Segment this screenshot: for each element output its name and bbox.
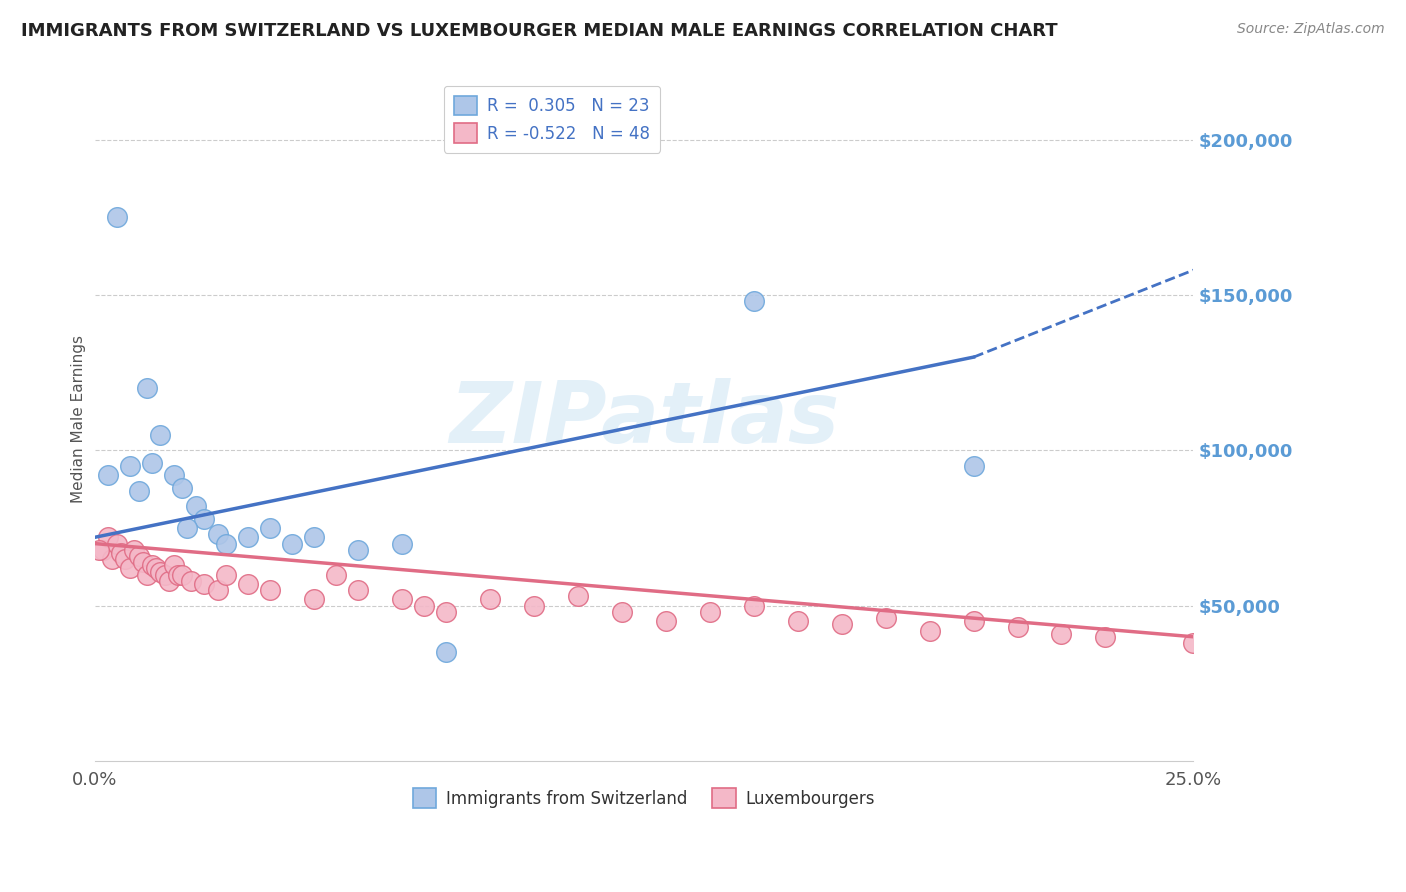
Point — [149, 427, 172, 442]
Text: IMMIGRANTS FROM SWITZERLAND VS LUXEMBOURGER MEDIAN MALE EARNINGS CORRELATION CHA: IMMIGRANTS FROM SWITZERLAND VS LUXEMBOUR… — [21, 22, 1057, 40]
Point — [962, 614, 984, 628]
Point — [122, 542, 145, 557]
Point — [157, 574, 180, 588]
Point — [304, 592, 326, 607]
Point — [114, 552, 136, 566]
Point — [184, 500, 207, 514]
Point — [105, 536, 128, 550]
Point — [145, 561, 167, 575]
Text: Source: ZipAtlas.com: Source: ZipAtlas.com — [1237, 22, 1385, 37]
Point — [118, 458, 141, 473]
Point — [136, 381, 159, 395]
Point — [259, 583, 281, 598]
Point — [1182, 636, 1205, 650]
Point — [215, 567, 238, 582]
Point — [207, 583, 229, 598]
Point — [742, 599, 765, 613]
Point — [136, 567, 159, 582]
Point — [167, 567, 190, 582]
Point — [259, 521, 281, 535]
Point — [238, 530, 260, 544]
Legend: Immigrants from Switzerland, Luxembourgers: Immigrants from Switzerland, Luxembourge… — [406, 781, 882, 814]
Point — [1050, 626, 1073, 640]
Point — [101, 552, 124, 566]
Point — [193, 577, 215, 591]
Point — [132, 555, 155, 569]
Point — [391, 536, 413, 550]
Point — [193, 511, 215, 525]
Point — [149, 565, 172, 579]
Point — [105, 211, 128, 225]
Point — [699, 605, 721, 619]
Point — [413, 599, 436, 613]
Point — [141, 558, 163, 573]
Point — [875, 611, 897, 625]
Point — [347, 583, 370, 598]
Point — [128, 483, 150, 498]
Point — [434, 645, 457, 659]
Point — [347, 542, 370, 557]
Point — [153, 567, 176, 582]
Point — [207, 527, 229, 541]
Point — [93, 542, 115, 557]
Text: ZIPatlas: ZIPatlas — [449, 377, 839, 461]
Point — [610, 605, 633, 619]
Point — [918, 624, 941, 638]
Point — [97, 468, 120, 483]
Point — [1094, 630, 1116, 644]
Point — [786, 614, 808, 628]
Point — [523, 599, 546, 613]
Point — [281, 536, 304, 550]
Point — [141, 456, 163, 470]
Point — [176, 521, 198, 535]
Point — [479, 592, 502, 607]
Point — [391, 592, 413, 607]
Point — [962, 458, 984, 473]
Point — [655, 614, 678, 628]
Y-axis label: Median Male Earnings: Median Male Earnings — [72, 335, 86, 503]
Point — [1007, 620, 1029, 634]
Point — [128, 549, 150, 563]
Point — [831, 617, 853, 632]
Point — [110, 546, 132, 560]
Point — [180, 574, 202, 588]
Point — [163, 558, 186, 573]
Point — [163, 468, 186, 483]
Point — [87, 542, 110, 557]
Point — [238, 577, 260, 591]
Point — [172, 481, 194, 495]
Point — [118, 561, 141, 575]
Point — [742, 294, 765, 309]
Point — [304, 530, 326, 544]
Point — [97, 530, 120, 544]
Point — [325, 567, 347, 582]
Point — [434, 605, 457, 619]
Point — [567, 590, 589, 604]
Point — [172, 567, 194, 582]
Point — [215, 536, 238, 550]
